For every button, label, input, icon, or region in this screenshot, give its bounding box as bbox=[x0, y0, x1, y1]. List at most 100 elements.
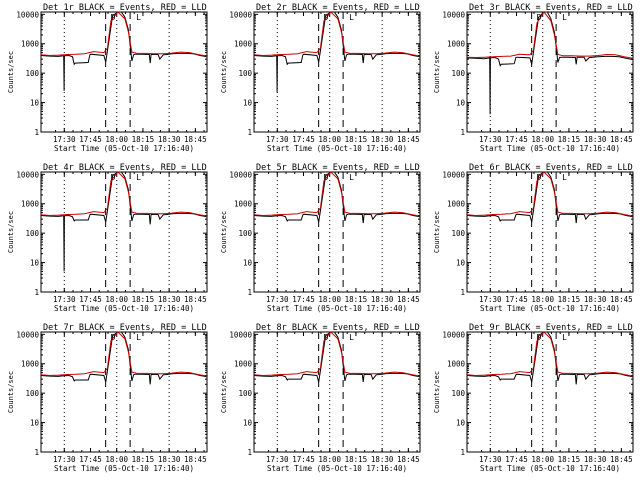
y-tick-label: 100 bbox=[238, 389, 252, 398]
series-line-events bbox=[254, 172, 420, 224]
panel-title: Det 4r BLACK = Events, RED = LLD bbox=[43, 163, 207, 173]
y-tick-label: 100 bbox=[451, 389, 465, 398]
x-tick-label: 18:45 bbox=[184, 455, 207, 464]
x-tick-label: 17:45 bbox=[505, 455, 528, 464]
x-tick-label: 18:30 bbox=[584, 135, 607, 144]
y-axis-title: Counts/sec bbox=[433, 371, 441, 413]
x-tick-label: 18:15 bbox=[345, 135, 368, 144]
y-tick-label: 100 bbox=[25, 389, 39, 398]
y-tick-label: 1000 bbox=[447, 360, 466, 369]
x-axis-title: Start Time (05-Oct-10 17:16:40) bbox=[480, 464, 620, 473]
x-axis-title: Start Time (05-Oct-10 17:16:40) bbox=[480, 304, 620, 313]
marker-l-label: L bbox=[562, 333, 567, 342]
detector-panel-2: Det 2r BLACK = Events, RED = LLD 1 10 100 10… bbox=[220, 3, 421, 153]
series-line-events bbox=[254, 12, 420, 93]
y-tick-label: 1000 bbox=[21, 360, 40, 369]
plot-frame bbox=[466, 11, 634, 133]
x-tick-label: 18:30 bbox=[584, 295, 607, 304]
plot-frame bbox=[40, 171, 208, 293]
x-tick-label: 18:30 bbox=[584, 455, 607, 464]
panel-title: Det 2r BLACK = Events, RED = LLD bbox=[256, 3, 420, 13]
x-axis-title: Start Time (05-Oct-10 17:16:40) bbox=[267, 304, 407, 313]
x-tick-label: 18:45 bbox=[397, 295, 420, 304]
y-tick-label: 10000 bbox=[442, 330, 465, 339]
marker-l-label: L bbox=[349, 333, 354, 342]
marker-d-label: D bbox=[111, 173, 116, 182]
x-tick-label: 17:45 bbox=[79, 295, 102, 304]
detector-panel-9: Det 9r BLACK = Events, RED = LLD 1 10 100 10… bbox=[433, 323, 634, 473]
x-tick-label: 18:00 bbox=[105, 295, 128, 304]
y-tick-label: 10 bbox=[30, 419, 40, 428]
panel-title: Det 1r BLACK = Events, RED = LLD bbox=[43, 3, 207, 13]
x-tick-label: 17:30 bbox=[479, 295, 502, 304]
x-tick-label: 18:30 bbox=[371, 295, 394, 304]
x-tick-label: 17:30 bbox=[53, 455, 76, 464]
plot-frame bbox=[466, 331, 634, 453]
y-tick-label: 1000 bbox=[234, 40, 253, 49]
detector-panel-7: Det 7r BLACK = Events, RED = LLD 1 10 100 10… bbox=[7, 323, 208, 473]
y-tick-label: 1 bbox=[34, 288, 39, 297]
x-axis-title: Start Time (05-Oct-10 17:16:40) bbox=[54, 304, 194, 313]
x-tick-label: 18:30 bbox=[158, 295, 181, 304]
y-tick-label: 100 bbox=[238, 229, 252, 238]
x-tick-label: 18:45 bbox=[184, 295, 207, 304]
x-tick-label: 18:30 bbox=[158, 455, 181, 464]
marker-l-label: L bbox=[136, 13, 141, 22]
y-tick-label: 10000 bbox=[229, 170, 252, 179]
detector-panel-4: Det 4r BLACK = Events, RED = LLD 1 10 100 10… bbox=[7, 163, 208, 313]
x-tick-label: 18:45 bbox=[397, 135, 420, 144]
plot-frame bbox=[253, 331, 421, 453]
y-tick-label: 10000 bbox=[229, 330, 252, 339]
x-tick-label: 18:15 bbox=[345, 455, 368, 464]
x-tick-label: 17:30 bbox=[53, 135, 76, 144]
x-tick-label: 18:45 bbox=[610, 135, 633, 144]
panel-title: Det 9r BLACK = Events, RED = LLD bbox=[469, 323, 633, 333]
plot-frame bbox=[253, 11, 421, 133]
x-axis-title: Start Time (05-Oct-10 17:16:40) bbox=[54, 464, 194, 473]
x-tick-label: 17:45 bbox=[505, 135, 528, 144]
marker-l-label: L bbox=[349, 13, 354, 22]
y-axis-title: Counts/sec bbox=[433, 211, 441, 253]
y-tick-label: 1 bbox=[247, 128, 252, 137]
x-axis-title: Start Time (05-Oct-10 17:16:40) bbox=[267, 144, 407, 153]
y-tick-label: 1000 bbox=[234, 200, 253, 209]
series-line-lld bbox=[41, 332, 207, 377]
series-line-lld bbox=[254, 172, 420, 217]
y-tick-label: 1 bbox=[460, 128, 465, 137]
plot-frame bbox=[253, 171, 421, 293]
y-tick-label: 1 bbox=[34, 128, 39, 137]
x-axis-title: Start Time (05-Oct-10 17:16:40) bbox=[267, 464, 407, 473]
y-tick-label: 1000 bbox=[447, 40, 466, 49]
y-tick-label: 10 bbox=[456, 99, 466, 108]
y-tick-label: 10000 bbox=[16, 170, 39, 179]
marker-l-label: L bbox=[562, 173, 567, 182]
y-tick-label: 1 bbox=[460, 448, 465, 457]
series-line-lld bbox=[254, 332, 420, 377]
series-line-events bbox=[467, 172, 633, 224]
series-line-events bbox=[467, 332, 633, 385]
series-line-lld bbox=[41, 172, 207, 217]
x-tick-label: 17:45 bbox=[292, 455, 315, 464]
y-axis-title: Counts/sec bbox=[433, 51, 441, 93]
y-tick-label: 10000 bbox=[442, 10, 465, 19]
panel-title: Det 7r BLACK = Events, RED = LLD bbox=[43, 323, 207, 333]
y-tick-label: 100 bbox=[238, 69, 252, 78]
y-tick-label: 10 bbox=[30, 99, 40, 108]
series-line-lld bbox=[254, 12, 420, 57]
x-tick-label: 18:15 bbox=[132, 135, 155, 144]
y-axis-title: Counts/sec bbox=[220, 211, 228, 253]
detector-panel-1: Det 1r BLACK = Events, RED = LLD 1 10 100 10… bbox=[7, 3, 208, 153]
y-tick-label: 1 bbox=[247, 288, 252, 297]
detector-panel-8: Det 8r BLACK = Events, RED = LLD 1 10 100 10… bbox=[220, 323, 421, 473]
marker-l-label: L bbox=[136, 333, 141, 342]
marker-d-label: D bbox=[324, 13, 329, 22]
marker-d-label: D bbox=[537, 333, 542, 342]
x-tick-label: 18:15 bbox=[132, 455, 155, 464]
x-tick-label: 17:30 bbox=[479, 135, 502, 144]
x-tick-label: 17:30 bbox=[53, 295, 76, 304]
x-tick-label: 18:45 bbox=[397, 455, 420, 464]
marker-d-label: D bbox=[324, 333, 329, 342]
y-tick-label: 10 bbox=[243, 419, 253, 428]
y-tick-label: 1000 bbox=[447, 200, 466, 209]
series-line-lld bbox=[467, 332, 633, 377]
